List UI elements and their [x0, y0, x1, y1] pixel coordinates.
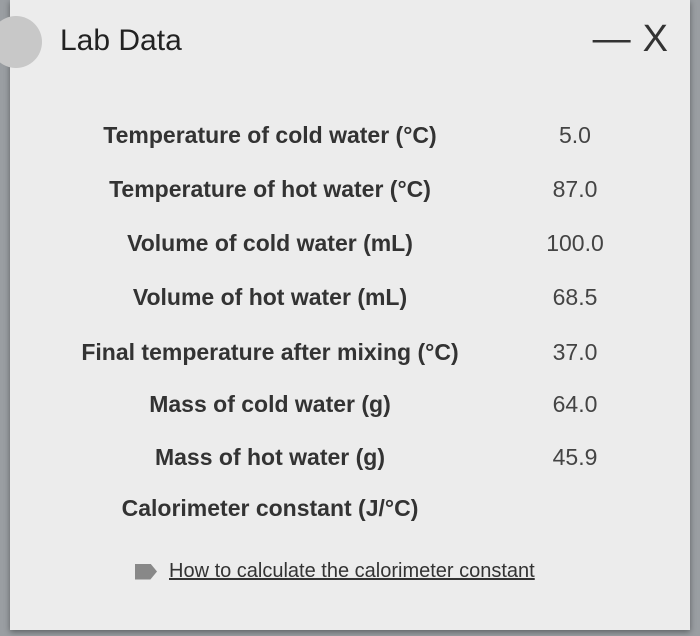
row-label: Volume of cold water (mL) — [127, 230, 413, 256]
row-value: 5.0 — [559, 122, 591, 148]
row-label: Mass of hot water (g) — [154, 444, 385, 470]
row-label: Temperature of hot water (°C) — [109, 176, 431, 202]
app-icon[interactable] — [0, 16, 42, 68]
minimize-button[interactable]: — — [592, 18, 631, 60]
row-label: Final temperature after mixing (°C) — [81, 339, 459, 365]
dialog-title: Lab Data — [60, 24, 182, 57]
help-link-text[interactable]: How to calculate the calorimeter constan… — [169, 560, 535, 582]
tag-icon — [135, 563, 157, 580]
table-row: Volume of cold water (mL) 100.0 — [10, 223, 690, 263]
help-link[interactable]: How to calculate the calorimeter constan… — [135, 560, 535, 583]
table-row: Temperature of cold water (°C) 5.0 — [10, 115, 690, 155]
window-controls: — X — [593, 18, 668, 61]
table-row: Mass of hot water (g) 45.9 — [10, 437, 690, 477]
row-label: Temperature of cold water (°C) — [103, 122, 437, 148]
table-row: Final temperature after mixing (°C) 37.0 — [10, 332, 690, 372]
table-row: Mass of cold water (g) 64.0 — [10, 384, 690, 424]
close-button[interactable]: X — [642, 18, 668, 60]
row-value: 64.0 — [552, 391, 598, 417]
row-label: Mass of cold water (g) — [149, 391, 391, 417]
row-value: 87.0 — [552, 176, 598, 202]
dialog: Lab Data — X Temperature of cold water (… — [0, 0, 690, 630]
row-label: Calorimeter constant (J/°C) — [121, 495, 419, 521]
table-row: Temperature of hot water (°C) 87.0 — [10, 169, 690, 209]
table-row: Calorimeter constant (J/°C) — [10, 488, 690, 528]
row-value: 45.9 — [552, 444, 598, 470]
table-row: Volume of hot water (mL) 68.5 — [10, 277, 690, 317]
row-value: 37.0 — [552, 339, 598, 365]
row-value: 100.0 — [546, 230, 604, 256]
row-value: 68.5 — [552, 284, 598, 310]
row-label: Volume of hot water (mL) — [132, 284, 408, 310]
